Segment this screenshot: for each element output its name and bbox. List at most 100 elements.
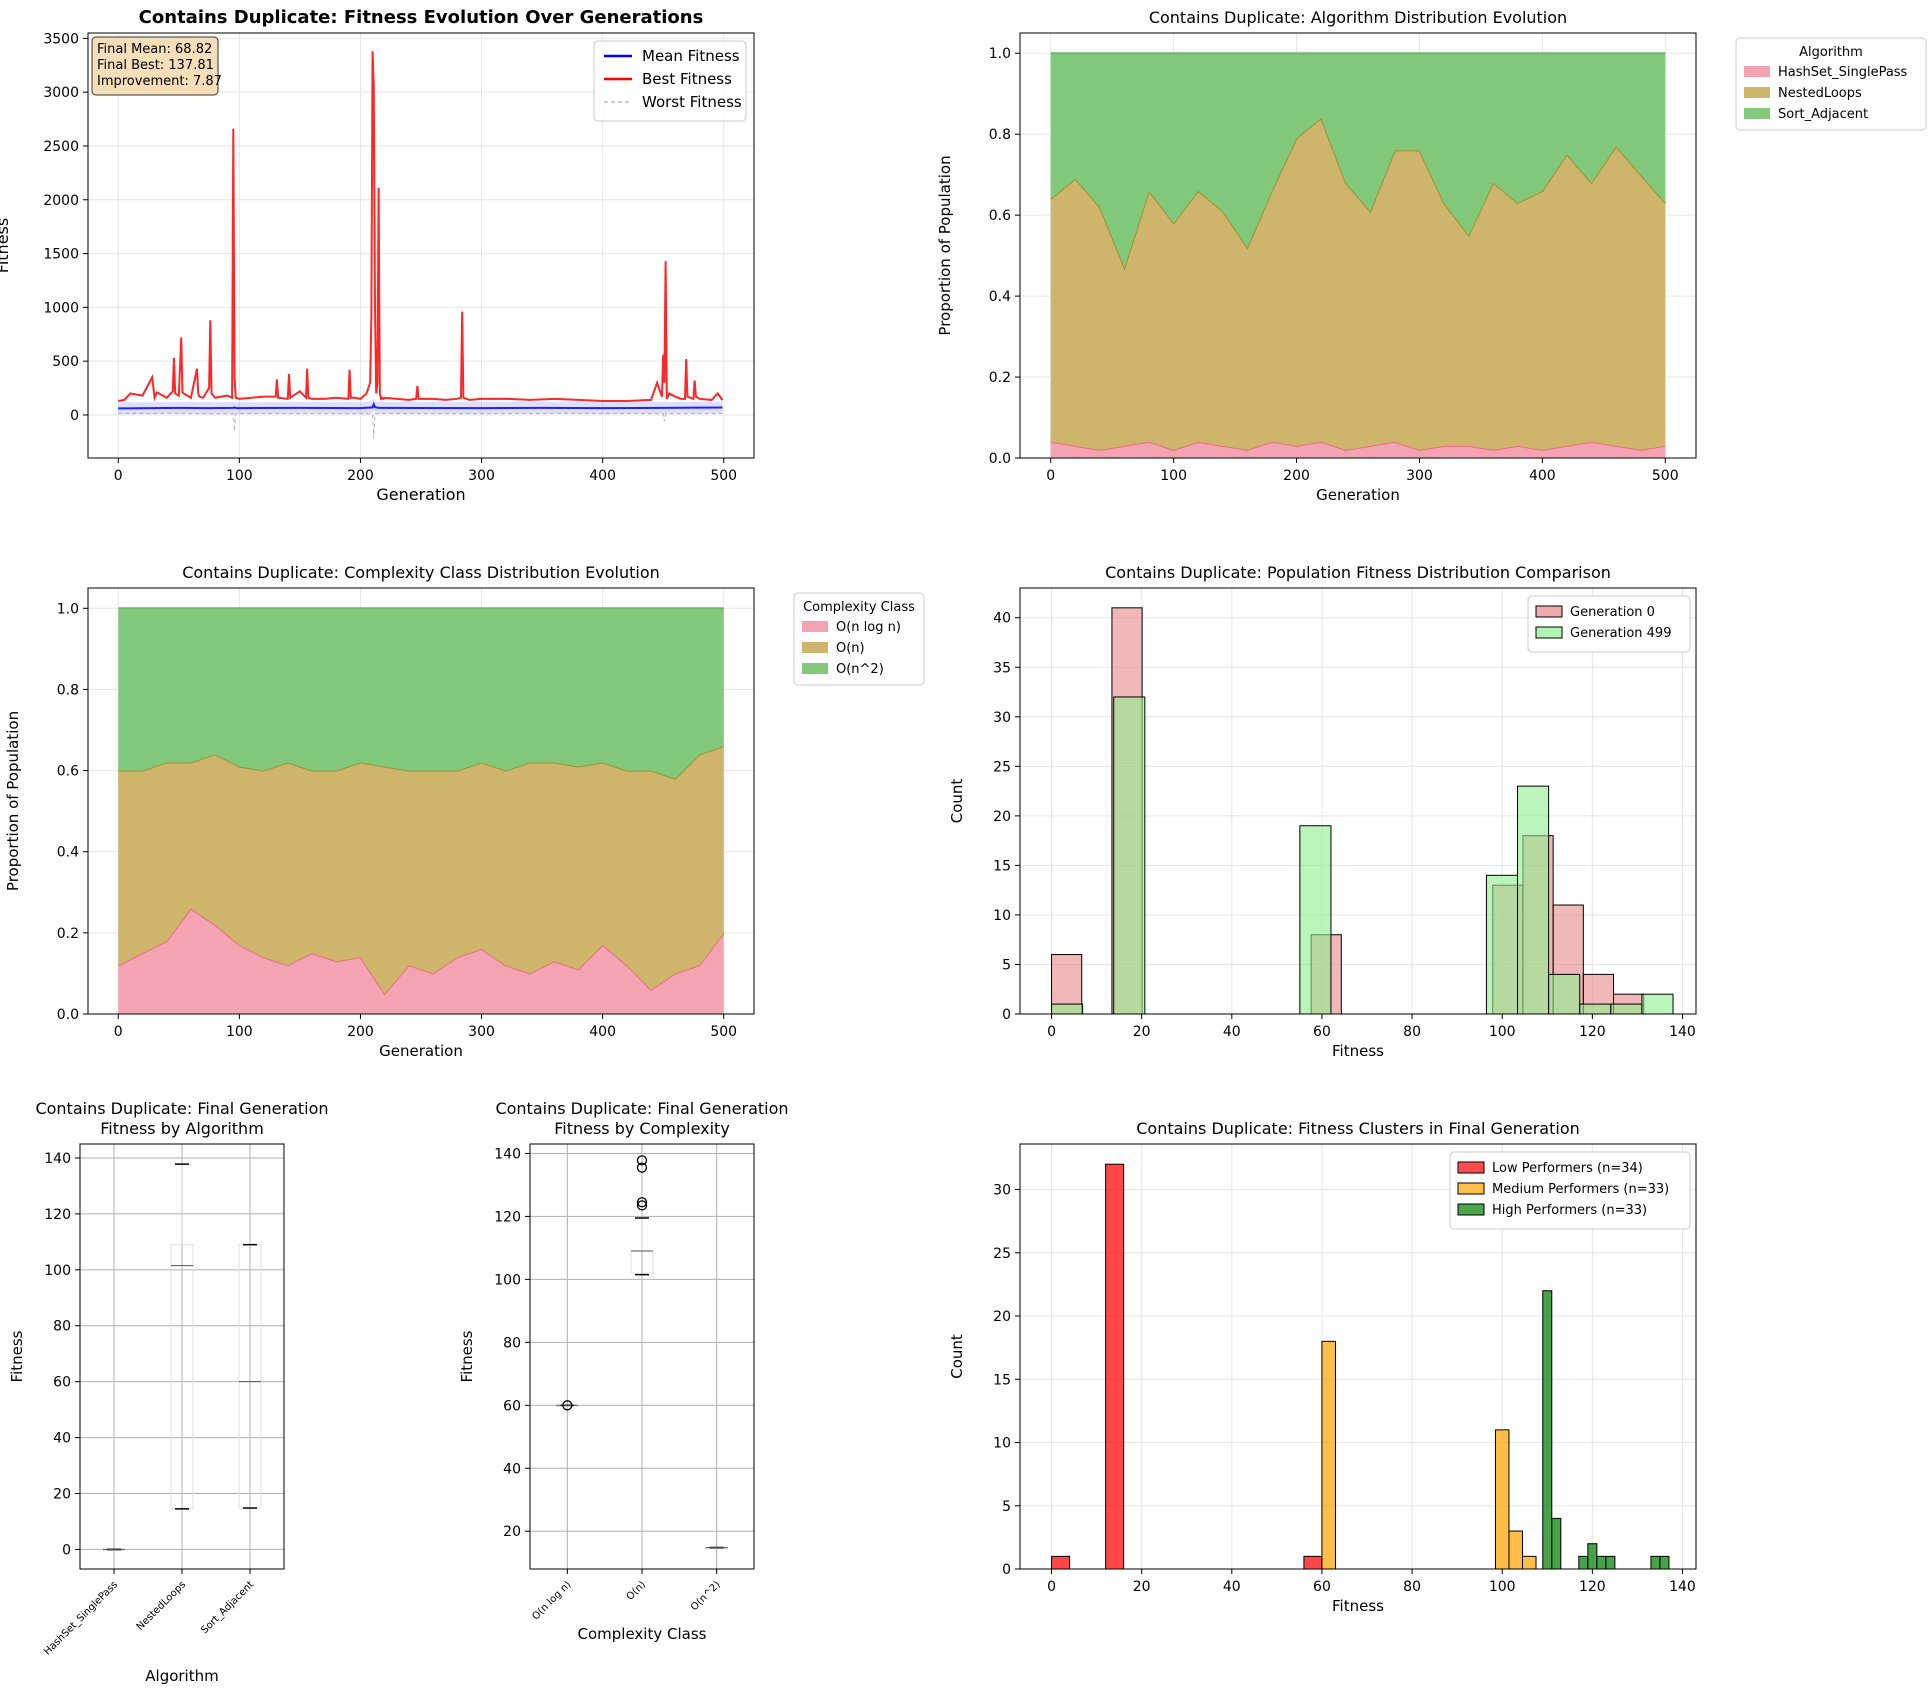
legend-box — [793, 592, 925, 686]
chart-boxplot_algorithm: 0 20 40 60 80 100 120 140 Contains Duplicate: Fi… — [8, 1099, 329, 1685]
y-tick-label: 0.2 — [989, 370, 1011, 386]
y-tick-label: 10 — [993, 908, 1011, 924]
stats-line: Final Best: 137.81 — [97, 58, 214, 73]
legend-swatch — [1535, 626, 1563, 639]
x-tick-label: Sort_Adjacent — [199, 1579, 256, 1636]
y-tick-label: 80 — [53, 1319, 71, 1335]
plot-frame — [529, 1143, 755, 1570]
x-tick-label: 500 — [710, 468, 737, 484]
x-tick-label: 100 — [226, 1024, 253, 1040]
x-tick-label: 120 — [1579, 1579, 1606, 1595]
chart-title: Fitness by Complexity — [554, 1119, 730, 1138]
x-tick-label: 20 — [1133, 1024, 1151, 1040]
chart-boxplot_complexity: 20 40 60 80 100 120 140 Contains Duplicate: Fin… — [458, 1099, 789, 1643]
y-tick-label: 20 — [993, 809, 1011, 825]
x-tick-label: 0 — [114, 1024, 123, 1040]
y-tick-label: 0.0 — [57, 1007, 79, 1023]
y-tick-label: 0.6 — [989, 208, 1011, 224]
y-tick-label: 40 — [503, 1461, 521, 1477]
legend-swatch — [1535, 605, 1563, 618]
histogram-bar — [1485, 874, 1519, 1015]
outlier-point — [636, 1200, 648, 1211]
y-tick-label: 100 — [44, 1263, 71, 1279]
x-tick-label: 140 — [1669, 1579, 1696, 1595]
y-tick-label: 35 — [993, 660, 1011, 676]
y-tick-label: 40 — [993, 611, 1011, 627]
plot-frame — [79, 1143, 285, 1570]
y-tick-label: 80 — [503, 1335, 521, 1351]
y-tick-label: 0.8 — [57, 682, 79, 698]
y-tick-label: 0.6 — [57, 764, 79, 780]
y-tick-label: 3500 — [43, 31, 79, 47]
histogram-bar — [1579, 1003, 1612, 1015]
y-tick-label: 1500 — [43, 247, 79, 263]
area-o-n-2- — [118, 608, 724, 779]
x-tick-label: 500 — [1652, 468, 1679, 484]
histogram-bar — [1517, 785, 1550, 1015]
histogram-bar — [1521, 1555, 1537, 1570]
histogram-bar — [1610, 1003, 1643, 1015]
x-tick-label: 120 — [1579, 1024, 1606, 1040]
y-tick-label: 15 — [993, 858, 1011, 874]
y-tick-label: 0.8 — [989, 127, 1011, 143]
legend-label: Generation 499 — [1570, 626, 1671, 641]
x-axis-label: Generation — [379, 1042, 463, 1060]
histogram-bar — [1548, 973, 1581, 1015]
y-tick-label: 25 — [993, 1246, 1011, 1262]
y-tick-label: 0 — [1002, 1562, 1011, 1578]
legend-box — [1449, 1151, 1691, 1230]
y-tick-label: 3000 — [43, 85, 79, 101]
y-tick-label: 1.0 — [989, 46, 1011, 62]
y-tick-label: 0 — [1002, 1007, 1011, 1023]
histogram-bar — [1659, 1555, 1670, 1570]
x-tick-label: 100 — [1489, 1024, 1516, 1040]
x-tick-label: 300 — [1406, 468, 1433, 484]
legend-label: Best Fitness — [642, 70, 732, 88]
x-tick-label: 200 — [1283, 468, 1310, 484]
x-axis-label: Fitness — [1332, 1597, 1384, 1615]
stats-box — [91, 36, 219, 96]
y-axis-label: Fitness — [458, 1330, 476, 1382]
legend-label: O(n) — [836, 641, 865, 656]
y-tick-label: 1000 — [43, 300, 79, 316]
legend-label: Sort_Adjacent — [1778, 107, 1868, 122]
histogram-bar — [1494, 1429, 1510, 1570]
x-axis-label: Fitness — [1332, 1042, 1384, 1060]
histogram-bar — [1051, 1003, 1084, 1015]
y-tick-label: 0.0 — [989, 451, 1011, 467]
x-tick-label: 60 — [1313, 1579, 1331, 1595]
legend-label: Medium Performers (n=33) — [1492, 1182, 1669, 1197]
chart-algorithm_distribution: 0.0 0.2 0.4 0.6 0.8 1.0 0 100 200 300 400 500 Contai… — [936, 8, 1927, 504]
plot-frame — [1019, 32, 1697, 459]
area-hashset-singlepass — [1050, 441, 1666, 458]
histogram-bar — [1596, 1555, 1607, 1570]
x-tick-label: 200 — [347, 468, 374, 484]
x-tick-label: 60 — [1313, 1024, 1331, 1040]
y-tick-label: 140 — [44, 1151, 71, 1167]
x-tick-label: 100 — [1489, 1579, 1516, 1595]
outlier-point — [636, 1155, 648, 1166]
x-tick-label: 400 — [589, 468, 616, 484]
x-axis-label: Generation — [376, 485, 465, 504]
y-tick-label: 40 — [53, 1431, 71, 1447]
x-tick-label: O(n) — [625, 1579, 648, 1602]
legend-swatch — [1457, 1161, 1485, 1174]
area-nestedloops — [1050, 118, 1666, 450]
y-tick-label: 20 — [993, 1309, 1011, 1325]
y-axis-label: Count — [948, 779, 966, 824]
plot-frame — [1019, 587, 1697, 1015]
legend-swatch — [802, 621, 828, 632]
legend-label: Mean Fitness — [642, 47, 740, 65]
outlier-point — [562, 1400, 573, 1411]
legend-label: High Performers (n=33) — [1492, 1203, 1647, 1218]
chart-title: Contains Duplicate: Final Generation — [495, 1099, 788, 1118]
legend-box — [1735, 37, 1927, 131]
x-tick-label: 200 — [347, 1024, 374, 1040]
y-tick-label: 30 — [993, 1183, 1011, 1199]
x-tick-label: 100 — [1160, 468, 1187, 484]
series-line-best-fitness — [118, 51, 724, 402]
plot-frame — [87, 587, 755, 1015]
histogram-bar — [1542, 1290, 1553, 1570]
mean-std-band — [118, 398, 723, 415]
